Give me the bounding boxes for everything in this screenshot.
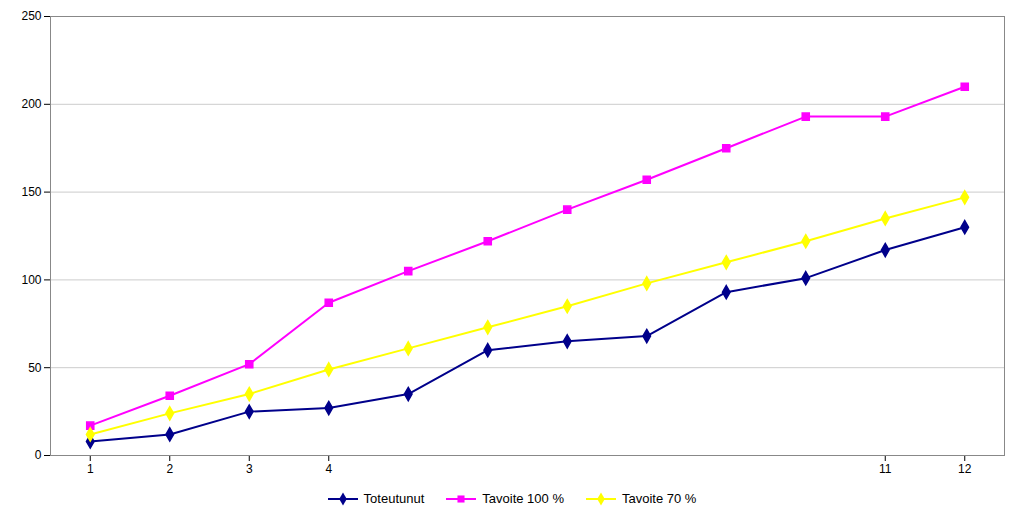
svg-text:2: 2 — [166, 462, 173, 476]
svg-text:3: 3 — [246, 462, 253, 476]
html-text:Tavoite 70 %: Tavoite 70 % — [622, 491, 697, 506]
html-text:Toteutunut: Toteutunut — [363, 491, 425, 506]
svg-text:4: 4 — [325, 462, 332, 476]
html-text:Tavoite 100 %: Tavoite 100 % — [482, 491, 564, 506]
svg-text:0: 0 — [35, 448, 42, 462]
svg-text:12: 12 — [958, 462, 972, 476]
svg-text:1: 1 — [87, 462, 94, 476]
svg-text:11: 11 — [879, 462, 892, 476]
svg-text:200: 200 — [21, 97, 41, 111]
svg-text:100: 100 — [21, 273, 41, 287]
svg-text:50: 50 — [28, 361, 42, 375]
svg-text:150: 150 — [21, 185, 41, 199]
svg-text:250: 250 — [21, 9, 41, 23]
